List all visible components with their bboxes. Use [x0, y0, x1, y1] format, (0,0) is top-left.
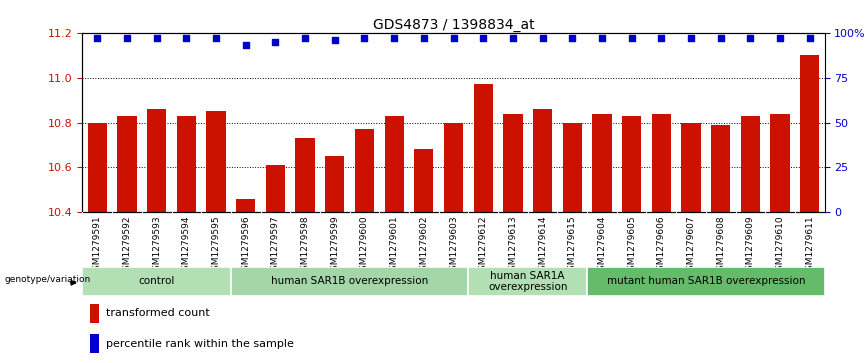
Text: mutant human SAR1B overexpression: mutant human SAR1B overexpression — [607, 276, 806, 286]
Point — [477, 35, 490, 41]
Point — [180, 35, 194, 41]
Point — [239, 42, 253, 48]
Text: GSM1279608: GSM1279608 — [716, 215, 725, 276]
Text: GSM1279610: GSM1279610 — [776, 215, 785, 276]
Bar — [652, 114, 671, 212]
Text: GSM1279607: GSM1279607 — [687, 215, 695, 276]
Text: GSM1279600: GSM1279600 — [360, 215, 369, 276]
Text: GSM1279611: GSM1279611 — [806, 215, 814, 276]
Text: human SAR1B overexpression: human SAR1B overexpression — [271, 276, 428, 286]
Text: transformed count: transformed count — [106, 308, 210, 318]
Point — [654, 35, 668, 41]
Bar — [587, 267, 825, 296]
Point — [565, 35, 579, 41]
Bar — [88, 122, 107, 212]
Bar — [177, 116, 196, 212]
Bar — [711, 125, 730, 212]
Text: GSM1279601: GSM1279601 — [390, 215, 398, 276]
Point — [120, 35, 134, 41]
Point — [446, 35, 460, 41]
Text: GSM1279602: GSM1279602 — [419, 215, 428, 276]
Point — [506, 35, 520, 41]
Bar — [231, 267, 469, 296]
Text: GSM1279606: GSM1279606 — [657, 215, 666, 276]
Bar — [771, 114, 790, 212]
Text: GSM1279605: GSM1279605 — [628, 215, 636, 276]
Bar — [740, 116, 760, 212]
Bar — [117, 116, 136, 212]
Point — [595, 35, 609, 41]
Bar — [800, 55, 819, 212]
Text: GSM1279599: GSM1279599 — [331, 215, 339, 276]
Point — [536, 35, 549, 41]
Bar — [82, 267, 231, 296]
Bar — [469, 267, 587, 296]
Bar — [147, 109, 167, 212]
Point — [328, 37, 342, 43]
Point — [209, 35, 223, 41]
Text: GSM1279598: GSM1279598 — [300, 215, 310, 276]
Bar — [326, 156, 345, 212]
Bar — [503, 114, 523, 212]
Point — [268, 39, 282, 45]
Text: GSM1279593: GSM1279593 — [152, 215, 161, 276]
Point — [773, 35, 787, 41]
Point — [743, 35, 757, 41]
Text: GSM1279591: GSM1279591 — [93, 215, 102, 276]
Bar — [90, 304, 99, 323]
Bar — [414, 150, 433, 212]
Text: GSM1279609: GSM1279609 — [746, 215, 755, 276]
Point — [149, 35, 163, 41]
Point — [299, 35, 312, 41]
Text: GSM1279604: GSM1279604 — [597, 215, 607, 276]
Text: genotype/variation: genotype/variation — [4, 276, 90, 284]
Text: GSM1279592: GSM1279592 — [122, 215, 131, 276]
Bar — [236, 199, 255, 212]
Text: GSM1279597: GSM1279597 — [271, 215, 279, 276]
Bar — [533, 109, 552, 212]
Bar — [266, 165, 285, 212]
Text: GSM1279594: GSM1279594 — [182, 215, 191, 276]
Title: GDS4873 / 1398834_at: GDS4873 / 1398834_at — [372, 18, 535, 32]
Text: percentile rank within the sample: percentile rank within the sample — [106, 339, 294, 348]
Text: GSM1279595: GSM1279595 — [212, 215, 220, 276]
Bar — [562, 122, 582, 212]
Bar — [295, 138, 315, 212]
Bar — [385, 116, 404, 212]
Point — [90, 35, 104, 41]
Text: human SAR1A
overexpression: human SAR1A overexpression — [488, 270, 568, 292]
Text: GSM1279615: GSM1279615 — [568, 215, 576, 276]
Bar — [355, 129, 374, 212]
Point — [387, 35, 401, 41]
Bar — [474, 84, 493, 212]
Text: GSM1279612: GSM1279612 — [479, 215, 488, 276]
Point — [625, 35, 639, 41]
Point — [684, 35, 698, 41]
Text: GSM1279603: GSM1279603 — [449, 215, 458, 276]
Text: GSM1279596: GSM1279596 — [241, 215, 250, 276]
Text: control: control — [139, 276, 174, 286]
Point — [803, 35, 817, 41]
Text: GSM1279613: GSM1279613 — [509, 215, 517, 276]
Bar — [444, 122, 464, 212]
Bar — [90, 334, 99, 353]
Point — [417, 35, 431, 41]
Point — [713, 35, 727, 41]
Bar — [681, 122, 700, 212]
Bar — [207, 111, 226, 212]
Bar — [592, 114, 612, 212]
Point — [358, 35, 372, 41]
Text: GSM1279614: GSM1279614 — [538, 215, 547, 276]
Bar — [622, 116, 641, 212]
